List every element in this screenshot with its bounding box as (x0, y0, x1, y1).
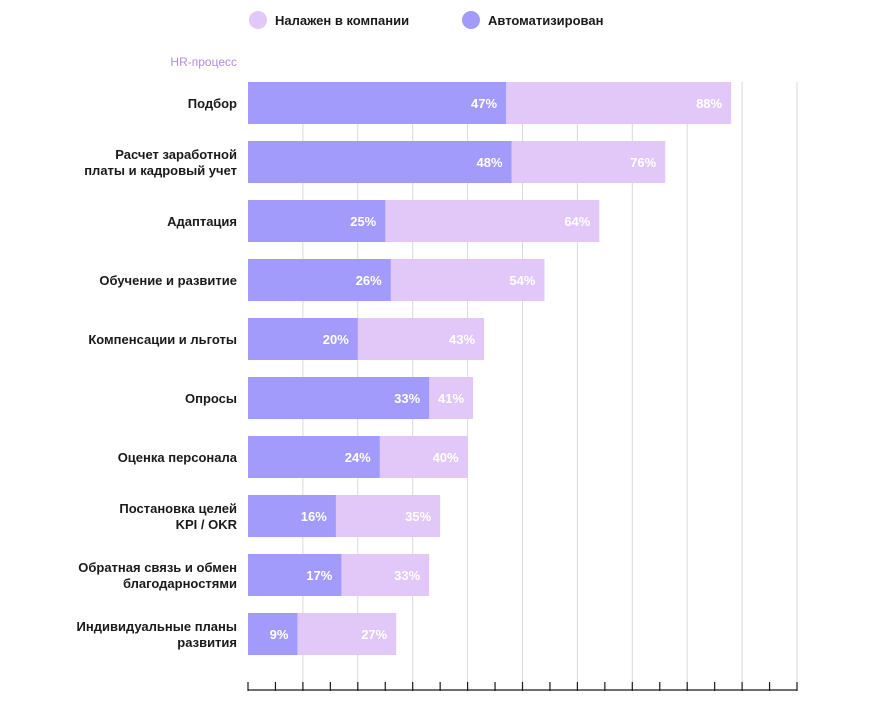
bar-automated-7 (248, 436, 380, 478)
value-label-automated-2: 48% (476, 155, 502, 170)
bar-automated-9 (248, 554, 342, 596)
legend-swatch-1 (249, 11, 267, 29)
value-label-configured-1: 88% (696, 96, 722, 111)
value-label-configured-6: 41% (438, 391, 464, 406)
value-label-configured-7: 40% (433, 450, 459, 465)
value-label-automated-4: 26% (356, 273, 382, 288)
bar-automated-5 (248, 318, 358, 360)
value-label-configured-4: 54% (509, 273, 535, 288)
legend: Налажен в компании Автоматизирован (249, 11, 603, 29)
category-labels: Подбор Расчет заработной платы и кадровый … (77, 96, 238, 650)
bar-automated-3 (248, 200, 386, 242)
value-label-automated-10: 9% (270, 627, 289, 642)
category-label-3: Адаптация (167, 214, 237, 229)
bar-automated-4 (248, 259, 391, 301)
legend-label-2: Автоматизирован (488, 13, 603, 28)
value-label-automated-6: 33% (394, 391, 420, 406)
category-label-7: Оценка персонала (118, 450, 238, 465)
category-label-4: Обучение и развитие (99, 273, 237, 288)
bar-automated-10 (248, 613, 298, 655)
category-label-8: Постановка целей KPI / OKR (119, 501, 237, 532)
value-label-automated-5: 20% (323, 332, 349, 347)
value-label-configured-2: 76% (630, 155, 656, 170)
bar-automated-6 (248, 377, 430, 419)
value-label-configured-9: 33% (394, 568, 420, 583)
value-label-configured-3: 64% (564, 214, 590, 229)
category-label-9: Обратная связь и обмен благодарностями (78, 560, 237, 591)
value-label-automated-9: 17% (306, 568, 332, 583)
value-label-automated-1: 47% (471, 96, 497, 111)
bars: 88% 47% 76% 48% 64% 25% 54% 26% 43% 20% 41% 33% 40% 2… (248, 82, 732, 655)
y-axis-title: HR-процесс (170, 55, 237, 69)
value-label-configured-8: 35% (405, 509, 431, 524)
category-label-5: Компенсации и льготы (88, 332, 237, 347)
value-label-automated-3: 25% (350, 214, 376, 229)
x-axis (247, 682, 798, 691)
category-label-2: Расчет заработной платы и кадровый учет (84, 147, 237, 178)
category-label-6: Опросы (185, 391, 237, 406)
value-label-configured-10: 27% (361, 627, 387, 642)
gridlines (302, 82, 798, 690)
bar-automated-1 (248, 82, 507, 124)
legend-swatch-2 (462, 11, 480, 29)
category-label-1: Подбор (188, 96, 237, 111)
legend-label-1: Налажен в компании (275, 13, 409, 28)
value-label-automated-7: 24% (345, 450, 371, 465)
category-label-10: Индивидуальные планы развития (77, 619, 237, 650)
value-label-automated-8: 16% (301, 509, 327, 524)
bar-automated-8 (248, 495, 336, 537)
bar-automated-2 (248, 141, 512, 183)
value-label-configured-5: 43% (449, 332, 475, 347)
